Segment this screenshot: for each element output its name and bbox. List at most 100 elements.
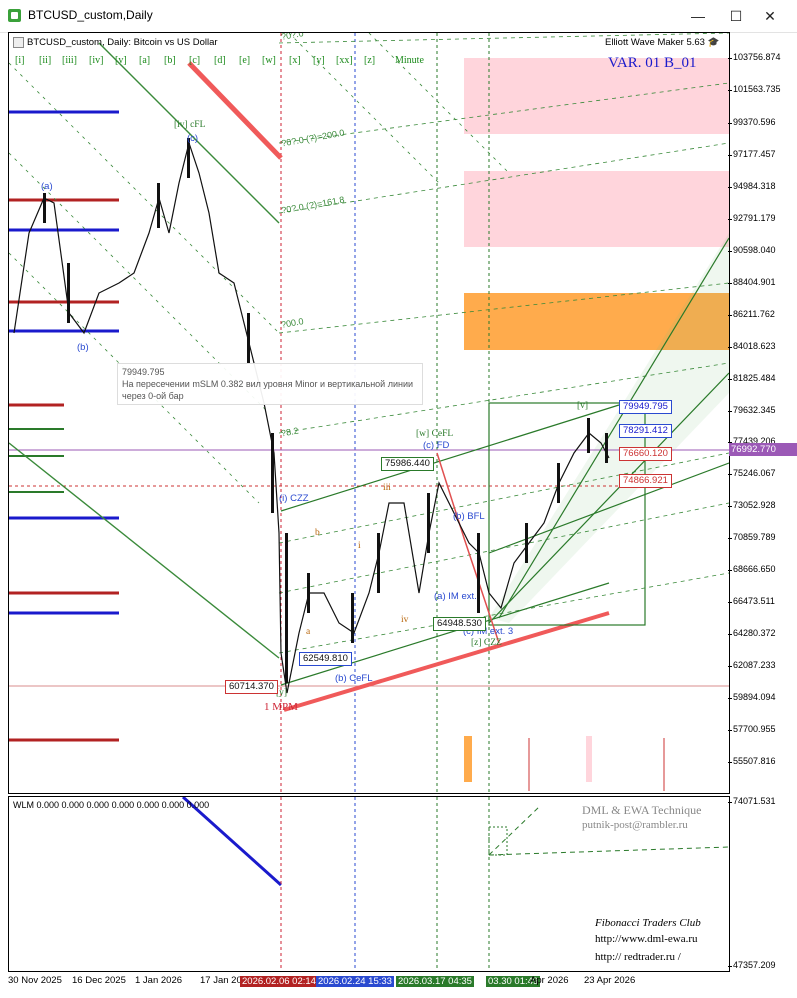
zone-pink-top [464,58,729,134]
zone-pink-mid [464,171,729,247]
nav-link-i[interactable]: [i] [15,55,25,66]
wave-b-small: b [315,528,320,538]
wave-a-im: (a) IM ext. [434,591,477,602]
nav-link-e[interactable]: [e] [239,55,251,66]
wave-v-top: [v] [577,401,589,411]
price-tick: 77439.206 [728,436,776,446]
nav-link-iv[interactable]: [iv] [89,55,104,66]
wave-b-left: (b) [77,342,89,353]
nav-link-v[interactable]: [v] [115,55,127,66]
nav-link-a[interactable]: [a] [139,55,151,66]
site1-link[interactable]: http://www.dml-ewa.ru [595,933,698,945]
wave-b-cefl: (b) CeFL [335,673,373,684]
price-tick: 73052.928 [728,500,776,510]
price-tick: 55507.816 [728,756,776,766]
wave-box [488,402,646,626]
wave-iii: iii [383,483,391,493]
trend-green-desc [98,42,280,224]
ascending-channel [280,237,729,686]
indicator-name: Elliott Wave Maker 5.63 🎓 [605,37,720,48]
nav-link-y[interactable]: [y] [313,55,325,66]
wave-i-small: i [358,541,361,551]
price-tick: 84018.623 [728,341,776,351]
time-tick: Apr 2026 [530,975,569,986]
main-chart[interactable]: BTCUSD_custom, Daily: Bitcoin vs US Doll… [8,32,730,794]
sub-tick: 74071.531 [728,796,776,806]
time-axis[interactable]: 30 Nov 2025 16 Dec 2025 1 Jan 2026 17 Ja… [8,972,728,998]
red-trend-upper [187,61,283,160]
sub-chart-window[interactable]: WLM 0.000 0.000 0.000 0.000 0.000 0.000 … [8,796,730,972]
site2-link[interactable]: http:// redtrader.ru / [595,951,681,963]
wave-line-red [436,452,500,644]
close-button[interactable]: ✕ [764,8,776,24]
wave-b-bfl: (b) BFL [453,511,485,522]
wave-a-small: a [306,627,311,637]
sub-chart-canvas [181,797,729,971]
price-tick: 88404.901 [728,277,776,287]
time-badge-green-1: 2026.03.17 04:35 [396,976,474,987]
zone-orange [464,293,729,350]
time-tick: 17 Jan 20 [200,975,242,986]
variant-label: VAR. 01 B_01 [608,55,697,71]
time-badge-green-2: 03.30 01:49 [486,976,541,987]
nav-link-xx[interactable]: [xx] [336,55,353,66]
fib-fan [278,33,729,654]
chart-window-icon [8,9,21,22]
price-tick: 103756.874 [728,52,781,62]
nav-link-ii[interactable]: [ii] [39,55,52,66]
price-path [13,140,610,694]
time-badge-blue: 2026.02.24 15:33 [316,976,394,987]
minimize-button[interactable]: — [691,8,705,24]
price-tick: 66473.511 [728,596,775,606]
price-tick: 59894.094 [728,692,776,702]
channel-fill [489,233,729,623]
time-tick: 30 Nov 2025 [8,975,62,986]
wlm-line [181,797,283,887]
wlm-label: WLM 0.000 0.000 0.000 0.000 0.000 0.000 … [13,800,210,810]
wave-c-fd: (c) FD [423,440,450,451]
nav-link-iii[interactable]: [iii] [62,55,77,66]
price-tick: 70859.789 [728,532,776,542]
wave-c-top: (c) [187,133,199,144]
badge-79949: 79949.795 [619,400,672,414]
trend-green-desc-2 [9,442,280,659]
price-tick: 86211.762 [728,309,775,319]
nav-link-c[interactable]: [c] [189,55,201,66]
nav-link-z[interactable]: [z] [364,55,376,66]
time-tick: 1 Jan 2026 [135,975,183,986]
window-titlebar: BTCUSD_custom,Daily — ☐ ✕ [0,0,797,33]
badge-64948: 64948.530 [433,617,486,631]
wave-iv: iv [401,615,409,625]
maximize-button[interactable]: ☐ [729,8,743,24]
price-tick: 57700.955 [728,724,776,734]
sub-tick: 47357.209 [728,960,776,970]
nav-link-b[interactable]: [b] [164,55,176,66]
time-badge-red: 2026.02.06 02:14 [240,976,318,987]
marker-orange [464,736,472,782]
wave-i-czz: (i) CZZ [279,493,309,504]
price-tick: 94984.318 [728,181,776,191]
time-tick: 16 Dec 2025 [72,975,126,986]
wave-1-mpm: 1 MPM [264,701,298,713]
club-label: Fibonacci Traders Club [595,917,701,929]
badge-78291: 78291.412 [619,424,672,438]
time-tick: 23 Apr 2026 [584,975,636,986]
wave-iv-cfl: [iv] cFL [174,120,206,130]
badge-62549: 62549.810 [299,652,352,666]
nav-link-w[interactable]: [w] [262,55,276,66]
nav-link-x[interactable]: [x] [289,55,301,66]
nav-link-minute[interactable]: Minute [395,55,424,66]
price-axis[interactable]: 103756.874 101563.735 99370.596 97177.45… [728,32,797,972]
price-tick: 92791.179 [728,213,776,223]
red-trend-lower [283,611,610,712]
chart-tooltip: 79949.795 На пересечении mSLM 0.382 вил … [117,363,423,405]
price-tick: 81825.484 [728,373,776,383]
nav-link-d[interactable]: [d] [214,55,226,66]
email-label: putnik-post@rambler.ru [582,819,688,831]
graduation-cap-icon: 🎓 [707,37,720,48]
badge-75986: 75986.440 [381,457,434,471]
wave-c-im: (c) IM ext. 3 [463,626,514,637]
price-tick: 75246.067 [728,468,776,478]
chart-settings-icon[interactable] [13,37,24,48]
price-tick: 68666.650 [728,564,776,574]
